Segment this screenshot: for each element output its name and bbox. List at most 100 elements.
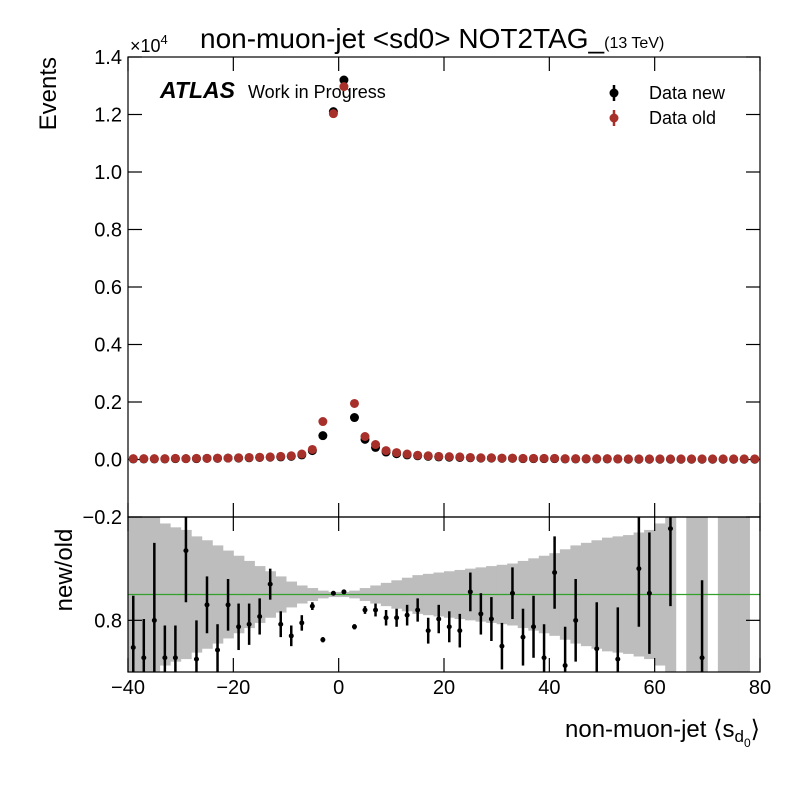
ratio-point bbox=[299, 620, 305, 626]
ratio-point bbox=[330, 590, 336, 596]
data-point bbox=[592, 454, 602, 464]
data-point bbox=[571, 454, 581, 464]
ratio-point bbox=[531, 624, 537, 630]
data-point bbox=[318, 417, 328, 427]
ratio-point bbox=[457, 628, 463, 634]
y-tick-label: 0.4 bbox=[94, 335, 122, 357]
x-tick-label: 0 bbox=[333, 677, 344, 699]
data-point bbox=[181, 454, 191, 464]
ratio-point bbox=[436, 616, 442, 622]
data-point bbox=[381, 446, 391, 456]
data-point bbox=[655, 454, 665, 464]
ratio-point bbox=[552, 570, 558, 576]
ratio-point bbox=[520, 634, 526, 640]
data-point bbox=[518, 453, 528, 463]
title: non-muon-jet <sd0> NOT2TAG_ bbox=[200, 23, 605, 54]
ratio-point bbox=[594, 646, 600, 652]
data-point bbox=[718, 454, 728, 464]
data-point bbox=[644, 454, 654, 464]
data-point bbox=[349, 398, 359, 408]
x-label-end: ⟩ bbox=[751, 716, 760, 743]
ratio-point bbox=[246, 621, 252, 627]
ratio-point bbox=[341, 589, 347, 595]
data-point bbox=[371, 440, 381, 450]
data-point bbox=[434, 451, 444, 461]
data-point bbox=[128, 454, 138, 464]
data-point bbox=[339, 82, 349, 92]
data-point bbox=[687, 454, 697, 464]
x-tick-label: −20 bbox=[216, 677, 250, 699]
ratio-point bbox=[162, 655, 168, 661]
ratio-point bbox=[351, 624, 357, 630]
y-tick-label: 1.4 bbox=[94, 47, 122, 69]
x-tick-label: 60 bbox=[644, 677, 666, 699]
ratio-point bbox=[667, 526, 673, 532]
x-tick-label: 20 bbox=[433, 677, 455, 699]
ratio-point bbox=[383, 615, 389, 621]
legend-marker bbox=[609, 88, 619, 98]
data-point bbox=[560, 454, 570, 464]
data-point bbox=[697, 454, 707, 464]
ratio-point bbox=[309, 603, 315, 609]
data-point bbox=[465, 452, 475, 462]
ratio-point bbox=[215, 647, 221, 653]
y-tick-label: 0.8 bbox=[94, 220, 122, 242]
data-point bbox=[739, 454, 749, 464]
ratio-point bbox=[193, 656, 199, 662]
y-tick-label: 0.2 bbox=[94, 392, 122, 414]
data-point bbox=[149, 454, 159, 464]
ratio-point bbox=[320, 637, 326, 643]
data-point bbox=[139, 454, 149, 464]
ratio-point bbox=[141, 655, 147, 661]
data-point bbox=[665, 454, 675, 464]
data-point bbox=[170, 453, 180, 463]
y-tick-label: 0.6 bbox=[94, 277, 122, 299]
ratio-y-axis-label: new/old bbox=[51, 529, 78, 612]
ratio-point bbox=[615, 656, 621, 662]
x-label-subsub: 0 bbox=[744, 736, 751, 750]
ratio-point bbox=[225, 602, 231, 608]
data-point bbox=[202, 453, 212, 463]
x-label-main: non-muon-jet ⟨s bbox=[565, 716, 734, 743]
data-point bbox=[413, 450, 423, 460]
y-tick-label: 0.0 bbox=[94, 450, 122, 472]
data-point bbox=[160, 454, 170, 464]
ratio-point bbox=[130, 644, 136, 650]
data-point bbox=[392, 448, 402, 458]
ratio-point bbox=[172, 655, 178, 661]
ratio-point bbox=[541, 655, 547, 661]
y-axis-label: Events bbox=[35, 57, 62, 130]
multiplier: ×104 bbox=[130, 32, 168, 56]
legend-label: Data new bbox=[649, 83, 726, 103]
ratio-point bbox=[267, 581, 273, 587]
x-label-sub: d bbox=[734, 727, 743, 746]
data-point bbox=[497, 453, 507, 463]
ratio-point bbox=[151, 617, 157, 623]
subtitle: (13 TeV) bbox=[604, 35, 664, 52]
ratio-point bbox=[446, 624, 452, 630]
ratio-point bbox=[467, 589, 473, 595]
data-point bbox=[708, 454, 718, 464]
ratio-point bbox=[373, 607, 379, 613]
data-point bbox=[213, 453, 223, 463]
data-point bbox=[402, 449, 412, 459]
ratio-point bbox=[415, 607, 421, 613]
ratio-point bbox=[404, 612, 410, 618]
data-point bbox=[476, 453, 486, 463]
data-point bbox=[244, 452, 254, 462]
data-point bbox=[550, 453, 560, 463]
data-point bbox=[602, 454, 612, 464]
data-point bbox=[286, 451, 296, 461]
data-point bbox=[191, 453, 201, 463]
ratio-point bbox=[257, 613, 263, 619]
data-point bbox=[255, 452, 265, 462]
data-point bbox=[581, 454, 591, 464]
multiplier-base: ×10 bbox=[130, 36, 161, 56]
data-point bbox=[297, 449, 307, 459]
ratio-point bbox=[288, 633, 294, 639]
legend-marker bbox=[609, 113, 619, 123]
data-point bbox=[486, 453, 496, 463]
data-point bbox=[529, 453, 539, 463]
data-point bbox=[423, 451, 433, 461]
